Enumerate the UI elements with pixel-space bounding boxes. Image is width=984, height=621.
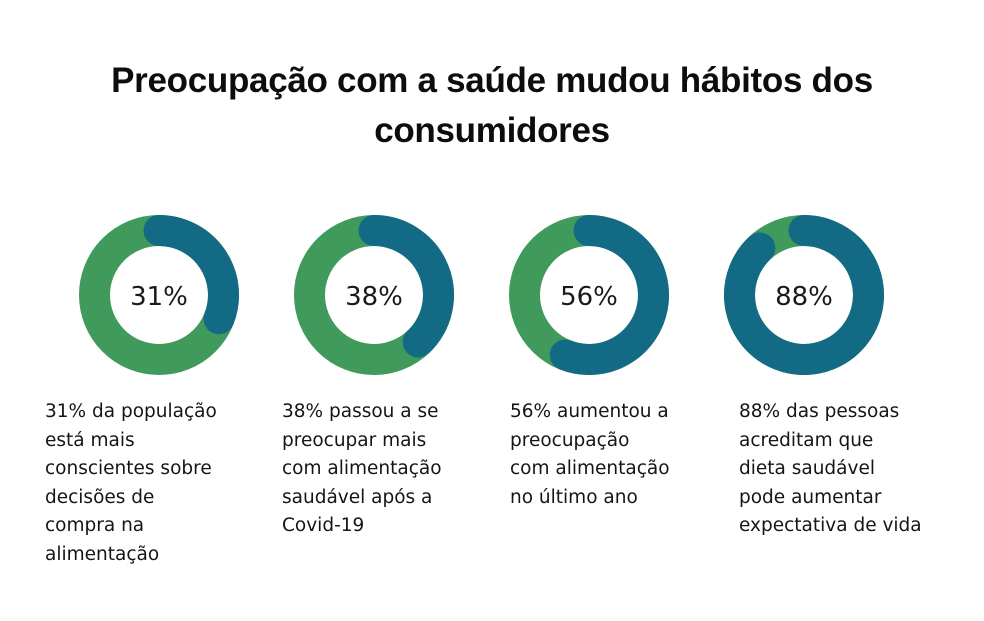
description-1-line: 31% da população xyxy=(45,401,217,422)
donut-svg-2: 38% xyxy=(294,215,454,375)
description-1-line: conscientes sobre xyxy=(45,458,212,479)
donut-1-percent-label: 31% xyxy=(130,282,188,312)
description-3: 56% aumentou a preocupação com alimentaç… xyxy=(510,398,740,512)
description-4-line: acreditam que xyxy=(739,429,874,451)
description-1-line: está mais xyxy=(45,429,135,451)
title-line-2: consumidores xyxy=(374,111,610,150)
description-4-line: expectativa de vida xyxy=(739,515,922,536)
donut-2-percent-label: 38% xyxy=(345,282,403,312)
description-4-line: pode aumentar xyxy=(739,486,882,508)
title-line-1: Preocupação com a saúde mudou hábitos do… xyxy=(111,61,873,100)
description-2-line: Covid-19 xyxy=(282,515,365,536)
description-2-line: 38% passou a se xyxy=(282,401,439,422)
donut-chart-3: 56% xyxy=(509,215,669,375)
description-1-line: compra na xyxy=(45,515,145,536)
description-3-line: 56% aumentou a xyxy=(510,401,669,422)
description-1: 31% da população está mais conscientes s… xyxy=(45,398,275,569)
donut-3-percent-label: 56% xyxy=(560,282,618,312)
donut-4-value-arc xyxy=(724,215,884,375)
description-3-line: preocupação xyxy=(510,429,630,451)
description-4-line: dieta saudável xyxy=(739,458,875,479)
description-2: 38% passou a se preocupar mais com alime… xyxy=(282,398,512,541)
donut-svg-3: 56% xyxy=(509,215,669,375)
donut-4-percent-label: 88% xyxy=(775,282,833,312)
donut-chart-2: 38% xyxy=(294,215,454,375)
donut-2-value-arc xyxy=(358,215,454,358)
description-2-line: com alimentação xyxy=(282,458,442,479)
description-1-line: decisões de xyxy=(45,486,155,508)
donut-1-value-arc xyxy=(143,215,239,335)
description-3-line: com alimentação xyxy=(510,458,670,479)
donut-3-value-arc xyxy=(549,215,669,375)
donut-svg-1: 31% xyxy=(79,215,239,375)
donut-svg-4: 88% xyxy=(724,215,884,375)
description-1-line: alimentação xyxy=(45,543,160,565)
description-2-line: preocupar mais xyxy=(282,429,427,451)
page-title: Preocupação com a saúde mudou hábitos do… xyxy=(0,56,984,156)
description-2-line: saudável após a xyxy=(282,486,433,508)
description-3-line: no último ano xyxy=(510,486,638,508)
donut-chart-4: 88% xyxy=(724,215,884,375)
description-4-line: 88% das pessoas xyxy=(739,401,900,422)
donut-chart-1: 31% xyxy=(79,215,239,375)
description-4: 88% das pessoas acreditam que dieta saud… xyxy=(739,398,969,541)
